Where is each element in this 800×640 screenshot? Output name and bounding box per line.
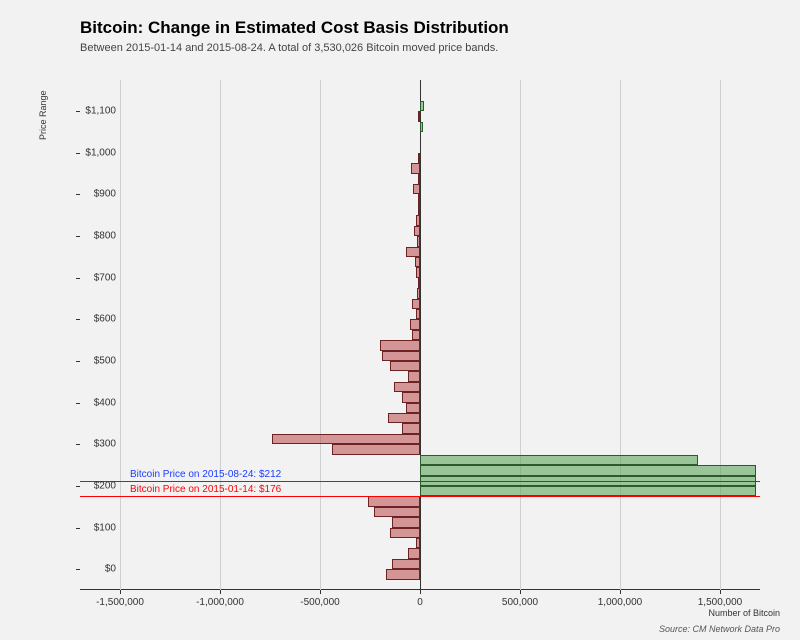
bar xyxy=(406,403,420,413)
y-tick-label: $500 xyxy=(94,356,116,367)
bar xyxy=(412,299,420,309)
x-tick xyxy=(520,590,521,594)
bar xyxy=(418,153,420,163)
y-tick xyxy=(76,236,80,237)
reference-line xyxy=(80,481,760,482)
chart-title: Bitcoin: Change in Estimated Cost Basis … xyxy=(80,18,509,38)
bar xyxy=(420,486,756,496)
y-tick-label: $800 xyxy=(94,231,116,242)
y-tick-label: $300 xyxy=(94,439,116,450)
grid-line-v xyxy=(220,80,221,590)
bar xyxy=(392,559,420,569)
y-tick-label: $400 xyxy=(94,397,116,408)
y-tick-label: $0 xyxy=(105,564,116,575)
plot-area: -1,500,000-1,000,000-500,0000500,0001,00… xyxy=(80,80,760,590)
bar xyxy=(382,351,420,361)
y-tick-label: $1,100 xyxy=(85,106,116,117)
bar xyxy=(420,455,698,465)
source-text: Source: CM Network Data Pro xyxy=(659,624,780,634)
bar xyxy=(394,382,420,392)
bar xyxy=(406,247,420,257)
x-tick-label: 1,000,000 xyxy=(598,597,643,608)
reference-line xyxy=(80,496,760,497)
bar xyxy=(386,569,420,579)
bar xyxy=(380,340,420,350)
bar xyxy=(417,288,420,298)
y-tick xyxy=(76,153,80,154)
x-tick-label: 1,500,000 xyxy=(698,597,743,608)
reference-label: Bitcoin Price on 2015-08-24: $212 xyxy=(130,469,281,480)
bar xyxy=(411,163,420,173)
x-axis-title: Number of Bitcoin xyxy=(708,608,780,618)
y-tick xyxy=(76,569,80,570)
bar xyxy=(416,538,420,548)
bar xyxy=(412,330,420,340)
y-tick-label: $700 xyxy=(94,272,116,283)
y-axis-title: Price Range xyxy=(38,90,48,140)
x-tick-label: 0 xyxy=(417,597,423,608)
bar xyxy=(332,444,420,454)
bar xyxy=(374,507,420,517)
grid-line-v xyxy=(720,80,721,590)
y-tick xyxy=(76,403,80,404)
y-tick xyxy=(76,444,80,445)
y-tick xyxy=(76,528,80,529)
bar xyxy=(410,319,420,329)
y-tick-label: $1,000 xyxy=(85,147,116,158)
y-tick xyxy=(76,319,80,320)
chart-subtitle: Between 2015-01-14 and 2015-08-24. A tot… xyxy=(80,42,498,54)
bar xyxy=(272,434,420,444)
y-tick-label: $200 xyxy=(94,480,116,491)
chart-container: Bitcoin: Change in Estimated Cost Basis … xyxy=(0,0,800,640)
bar xyxy=(408,548,420,558)
bar xyxy=(416,215,420,225)
bar xyxy=(414,226,420,236)
y-tick-label: $900 xyxy=(94,189,116,200)
bar xyxy=(417,236,420,246)
y-tick xyxy=(76,194,80,195)
bar xyxy=(413,184,420,194)
bar xyxy=(418,194,420,204)
grid-line-v xyxy=(120,80,121,590)
y-tick xyxy=(76,278,80,279)
x-tick-label: -1,000,000 xyxy=(196,597,244,608)
bar xyxy=(368,496,420,506)
y-tick-label: $600 xyxy=(94,314,116,325)
bar xyxy=(418,174,420,184)
bar xyxy=(420,122,423,132)
x-tick-label: 500,000 xyxy=(502,597,538,608)
reference-label: Bitcoin Price on 2015-01-14: $176 xyxy=(130,484,281,495)
bar xyxy=(392,517,420,527)
bar xyxy=(416,267,420,277)
x-tick-label: -1,500,000 xyxy=(96,597,144,608)
bar xyxy=(415,257,420,267)
bar xyxy=(416,309,420,319)
bar xyxy=(418,205,420,215)
x-tick xyxy=(120,590,121,594)
y-tick xyxy=(76,486,80,487)
bar xyxy=(390,528,420,538)
bar xyxy=(420,101,424,111)
grid-line-v xyxy=(620,80,621,590)
x-tick xyxy=(620,590,621,594)
grid-line-v xyxy=(520,80,521,590)
x-tick xyxy=(720,590,721,594)
bar xyxy=(388,413,420,423)
bar xyxy=(418,278,420,288)
bar xyxy=(408,371,420,381)
x-tick xyxy=(420,590,421,594)
bar xyxy=(420,465,756,475)
bar xyxy=(402,392,420,402)
y-tick xyxy=(76,361,80,362)
x-tick xyxy=(320,590,321,594)
bar xyxy=(390,361,420,371)
bar xyxy=(418,111,420,121)
y-tick-label: $100 xyxy=(94,522,116,533)
x-tick-label: -500,000 xyxy=(300,597,339,608)
bar xyxy=(402,423,420,433)
grid-line-v xyxy=(320,80,321,590)
x-tick xyxy=(220,590,221,594)
y-tick xyxy=(76,111,80,112)
zero-axis xyxy=(420,80,421,590)
